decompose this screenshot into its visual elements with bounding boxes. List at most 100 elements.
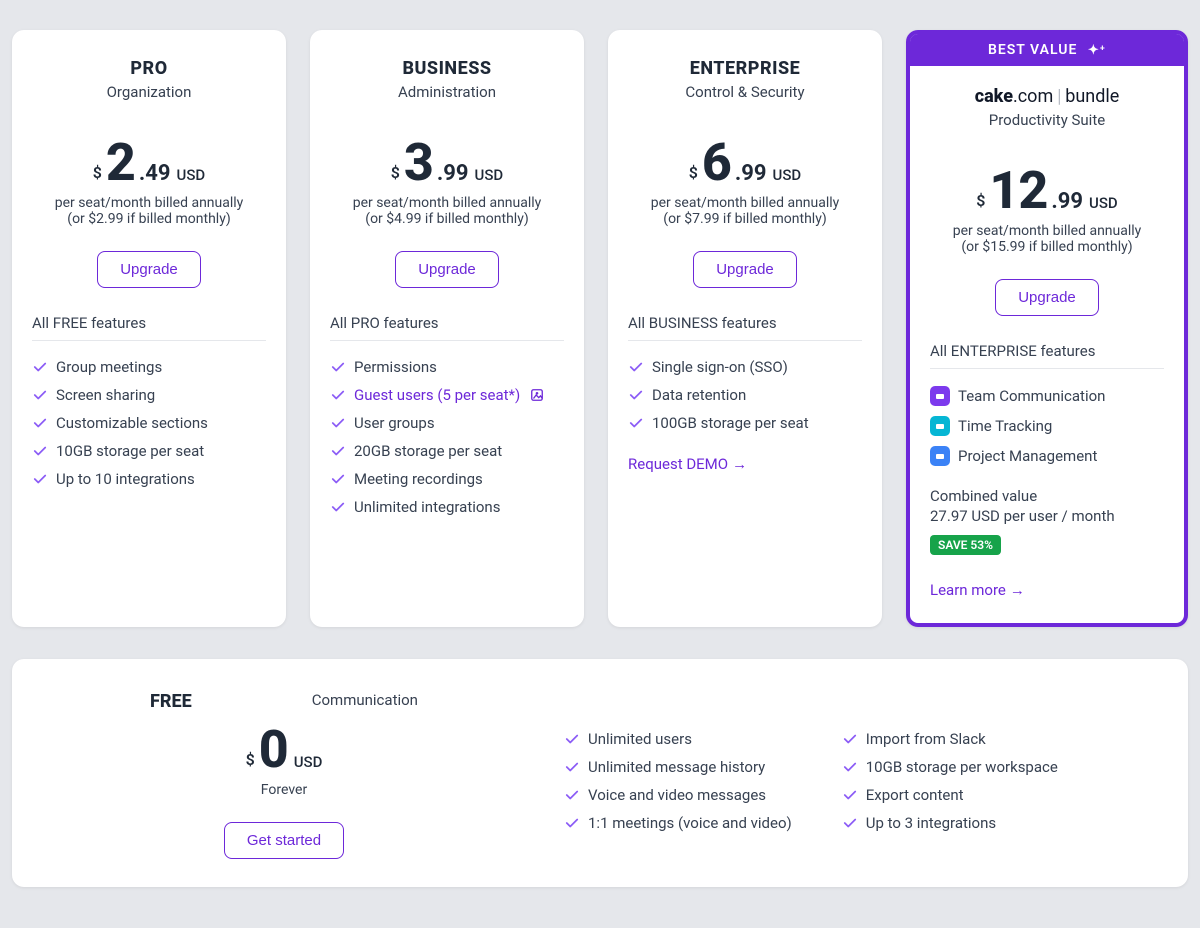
combined-value: 27.97 USD per user / month <box>930 507 1164 525</box>
price-decimal: .49 <box>139 161 171 186</box>
check-icon <box>330 443 346 459</box>
feature-label: Unlimited message history <box>588 758 765 776</box>
plan-name: ENTERPRISE <box>628 58 862 79</box>
feature-label: 10GB storage per seat <box>56 442 204 460</box>
upgrade-button[interactable]: Upgrade <box>395 251 499 288</box>
feature-label: Voice and video messages <box>588 786 766 804</box>
feature-item: Meeting recordings <box>330 465 564 493</box>
check-icon <box>628 387 644 403</box>
app-label: Team Communication <box>958 387 1105 405</box>
currency-symbol: $ <box>391 163 400 182</box>
feature-label: Screen sharing <box>56 386 155 404</box>
feature-item: Up to 10 integrations <box>32 465 266 493</box>
feature-label: Customizable sections <box>56 414 208 432</box>
feature-item: User groups <box>330 409 564 437</box>
check-icon <box>842 787 858 803</box>
price-decimal: .99 <box>735 161 767 186</box>
feature-label: 10GB storage per workspace <box>866 758 1058 776</box>
feature-item: Unlimited message history <box>564 753 792 781</box>
guest-users-link[interactable]: Guest users (5 per seat*) <box>354 386 520 404</box>
price-integer: 3 <box>404 137 433 189</box>
features-heading: All FREE features <box>32 314 266 332</box>
plan-subtitle: Control & Security <box>628 83 862 101</box>
app-icon <box>930 446 950 466</box>
check-icon <box>628 359 644 375</box>
plan-card-bundle: BEST VALUE ✦⁺ cake.com|bundle Productivi… <box>906 30 1188 627</box>
plan-card-enterprise: ENTERPRISE Control & Security $ 6.99 USD… <box>608 30 882 627</box>
currency-symbol: $ <box>689 163 698 182</box>
check-icon <box>564 759 580 775</box>
plan-subtitle: Productivity Suite <box>930 111 1164 129</box>
bundle-brand: cake.com|bundle <box>930 86 1164 107</box>
app-label: Time Tracking <box>958 417 1052 435</box>
feature-label: Up to 3 integrations <box>866 814 996 832</box>
arrow-right-icon: → <box>732 455 747 473</box>
currency-symbol: $ <box>93 163 102 182</box>
feature-list: Group meetings Screen sharing Customizable… <box>32 353 266 493</box>
bundle-app-item: Project Management <box>930 441 1164 471</box>
plan-subtitle: Communication <box>312 691 418 709</box>
plan-name: FREE <box>150 691 192 712</box>
feature-item: 20GB storage per seat <box>330 437 564 465</box>
check-icon <box>32 443 48 459</box>
feature-label: Single sign-on (SSO) <box>652 358 788 376</box>
upgrade-button[interactable]: Upgrade <box>995 279 1099 316</box>
billing-line: per seat/month billed annually <box>628 195 862 211</box>
check-icon <box>564 815 580 831</box>
price-decimal: .99 <box>1051 189 1083 214</box>
feature-item: Customizable sections <box>32 409 266 437</box>
feature-item: 10GB storage per workspace <box>842 753 1058 781</box>
feature-label: Permissions <box>354 358 437 376</box>
check-icon <box>842 815 858 831</box>
plan-card-free: FREE Communication $ 0 USD Forever Get s… <box>12 659 1188 887</box>
check-icon <box>842 759 858 775</box>
feature-item: Up to 3 integrations <box>842 809 1058 837</box>
feature-label: User groups <box>354 414 435 432</box>
check-icon <box>330 415 346 431</box>
feature-item: Guest users (5 per seat*) <box>330 381 564 409</box>
price-currency: USD <box>1089 194 1118 212</box>
currency-symbol: $ <box>246 750 255 769</box>
bundle-app-item: Time Tracking <box>930 411 1164 441</box>
billing-alt: (or $7.99 if billed monthly) <box>628 211 862 227</box>
billing-line: per seat/month billed annually <box>32 195 266 211</box>
bundle-app-item: Team Communication <box>930 381 1164 411</box>
currency-symbol: $ <box>976 191 985 210</box>
feature-label: 20GB storage per seat <box>354 442 502 460</box>
plan-card-business: BUSINESS Administration $ 3.99 USD per s… <box>310 30 584 627</box>
plan-subtitle: Organization <box>32 83 266 101</box>
check-icon <box>32 387 48 403</box>
billing-line: per seat/month billed annually <box>330 195 564 211</box>
upgrade-button[interactable]: Upgrade <box>693 251 797 288</box>
external-link-icon <box>530 388 544 402</box>
pricing-row: PRO Organization $ 2.49 USD per seat/mon… <box>12 30 1188 627</box>
feature-item: 1:1 meetings (voice and video) <box>564 809 792 837</box>
check-icon <box>330 471 346 487</box>
plan-name: BUSINESS <box>330 58 564 79</box>
billing-alt: (or $4.99 if billed monthly) <box>330 211 564 227</box>
feature-item: Voice and video messages <box>564 781 792 809</box>
request-demo-link[interactable]: Request DEMO → <box>628 455 862 473</box>
feature-label: Up to 10 integrations <box>56 470 195 488</box>
app-label: Project Management <box>958 447 1097 465</box>
learn-more-link[interactable]: Learn more → <box>930 581 1164 599</box>
billing-alt: (or $15.99 if billed monthly) <box>930 239 1164 255</box>
upgrade-button[interactable]: Upgrade <box>97 251 201 288</box>
app-icon <box>930 386 950 406</box>
check-icon <box>628 415 644 431</box>
divider <box>930 368 1164 369</box>
price-integer: 0 <box>259 724 288 776</box>
feature-label: 1:1 meetings (voice and video) <box>588 814 792 832</box>
price-decimal: .99 <box>437 161 469 186</box>
feature-label: Group meetings <box>56 358 162 376</box>
feature-item: 100GB storage per seat <box>628 409 862 437</box>
features-heading: All BUSINESS features <box>628 314 862 332</box>
feature-item: 10GB storage per seat <box>32 437 266 465</box>
check-icon <box>564 787 580 803</box>
check-icon <box>32 471 48 487</box>
feature-label: Unlimited integrations <box>354 498 500 516</box>
feature-item: Permissions <box>330 353 564 381</box>
check-icon <box>564 731 580 747</box>
check-icon <box>842 731 858 747</box>
get-started-button[interactable]: Get started <box>224 822 344 859</box>
